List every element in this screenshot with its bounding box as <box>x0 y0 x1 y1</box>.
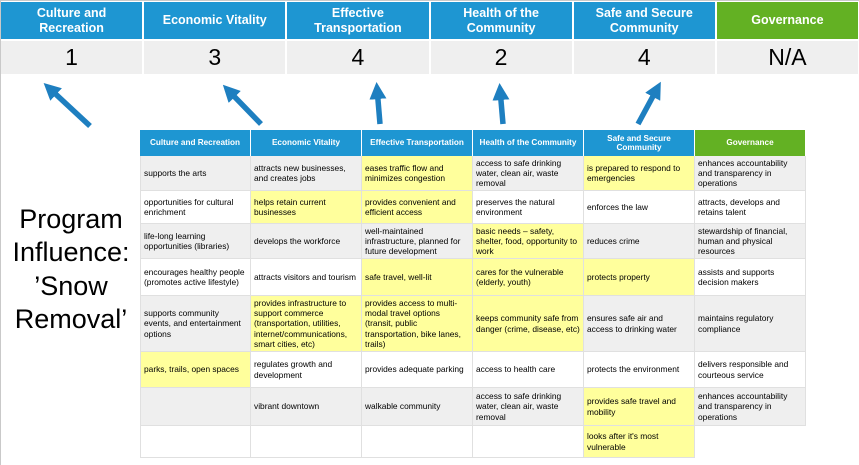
matrix-cell-enforces-the-law: enforces the law <box>584 191 695 224</box>
matrix-cell-provides-safe-travel-and-mobil: provides safe travel and mobility <box>584 388 695 426</box>
matrix-cell-looks-after-it-s-most-vulnerab: looks after it's most vulnerable <box>584 426 695 458</box>
matrix-cell-provides-adequate-parking: provides adequate parking <box>362 352 473 388</box>
table-header-safe-and-secure-community: Safe and Secure Community <box>584 130 695 156</box>
summary-score-health-of-the-community: 2 <box>430 41 572 74</box>
matrix-cell-opportunities-for-cultural-enr: opportunities for cultural enrichment <box>140 191 251 224</box>
table-header-economic-vitality: Economic Vitality <box>251 130 362 156</box>
matrix-cell-safe-travel-well-lit: safe travel, well-lit <box>362 259 473 296</box>
table-header-effective-transportation: Effective Transportation <box>362 130 473 156</box>
matrix-cell-keeps-community-safe-from-dang: keeps community safe from danger (crime,… <box>473 296 584 352</box>
table-header-governance: Governance <box>695 130 806 156</box>
summary-header-health-of-the-community: Health of the Community <box>430 2 572 39</box>
matrix-cell-attracts-visitors-and-tourism: attracts visitors and tourism <box>251 259 362 296</box>
matrix-cell-maintains-regulatory-complianc: maintains regulatory compliance <box>695 296 806 352</box>
summary-header-row: Culture and Recreation Economic Vitality E… <box>1 2 858 39</box>
summary-header-economic-vitality: Economic Vitality <box>144 2 286 39</box>
table-header-culture-and-recreation: Culture and Recreation <box>140 130 251 156</box>
matrix-cell-vibrant-downtown: vibrant downtown <box>251 388 362 426</box>
priorities-table: Culture and Recreation Economic Vitality E… <box>140 130 806 458</box>
title-line-4: Removal’ <box>14 304 128 335</box>
summary-score-safe-and-secure-community: 4 <box>573 41 715 74</box>
title-line-3: ’Snow <box>34 270 108 301</box>
title-line-1: Program <box>19 204 123 234</box>
summary-header-safe-and-secure-community: Safe and Secure Community <box>573 2 715 39</box>
summary-score-effective-transportation: 4 <box>287 41 429 74</box>
matrix-cell-preserves-the-natural-environm: preserves the natural environment <box>473 191 584 224</box>
matrix-cell-regulates-growth-and-developme: regulates growth and development <box>251 352 362 388</box>
up-arrow-health-icon <box>492 83 510 125</box>
summary-score-row: 1 3 4 2 4 N/A <box>1 41 858 74</box>
summary-score-economic-vitality: 3 <box>144 41 286 74</box>
summary-score-governance: N/A <box>716 41 858 74</box>
matrix-cell-life-long-learning-opportuniti: life-long learning opportunities (librar… <box>140 224 251 259</box>
summary-header-governance: Governance <box>716 2 858 39</box>
matrix-cell-access-to-safe-drinking-water-: access to safe drinking water, clean air… <box>473 388 584 426</box>
matrix-cell-assists-and-supports-decision-: assists and supports decision makers <box>695 259 806 296</box>
matrix-cell-develops-the-workforce: develops the workforce <box>251 224 362 259</box>
matrix-cell-attracts-new-businesses-and-cr: attracts new businesses, and creates job… <box>251 156 362 191</box>
up-arrow-transportation-icon <box>369 82 387 125</box>
matrix-cell-well-maintained-infrastructure: well-maintained infrastructure, planned … <box>362 224 473 259</box>
matrix-cell-stewardship-of-financial-human: stewardship of financial, human and phys… <box>695 224 806 259</box>
matrix-cell-attracts-develops-and-retains-: attracts, develops and retains talent <box>695 191 806 224</box>
influence-arrows <box>43 81 661 129</box>
matrix-cell-empty <box>362 426 473 458</box>
matrix-cell-access-to-safe-drinking-water-: access to safe drinking water, clean air… <box>473 156 584 191</box>
program-influence-title: Program Influence: ’Snow Removal’ <box>0 203 142 337</box>
matrix-cell-basic-needs-safety-shelter-foo: basic needs – safety, shelter, food, opp… <box>473 224 584 259</box>
summary-header-culture-and-recreation: Culture and Recreation <box>1 2 143 39</box>
title-line-2: Influence: <box>12 237 130 268</box>
matrix-cell-supports-the-arts: supports the arts <box>140 156 251 191</box>
matrix-cell-empty <box>140 426 251 458</box>
matrix-cell-provides-convenient-and-effici: provides convenient and efficient access <box>362 191 473 224</box>
summary-header-effective-transportation: Effective Transportation <box>287 2 429 39</box>
matrix-cell-walkable-community: walkable community <box>362 388 473 426</box>
matrix-cell-supports-community-events-and-: supports community events, and entertain… <box>140 296 251 352</box>
matrix-cell-cares-for-the-vulnerable-elder: cares for the vulnerable (elderly, youth… <box>473 259 584 296</box>
matrix-cell-ensures-safe-air-and-access-to: ensures safe air and access to drinking … <box>584 296 695 352</box>
summary-score-culture-and-recreation: 1 <box>1 41 143 74</box>
matrix-cell-enhances-accountability-and-tr: enhances accountability and transparency… <box>695 388 806 426</box>
matrix-cell-empty <box>473 426 584 458</box>
table-header-health-of-the-community: Health of the Community <box>473 130 584 156</box>
matrix-cell-provides-access-to-multi-modal: provides access to multi-modal travel op… <box>362 296 473 352</box>
up-arrow-economic-icon <box>222 84 263 126</box>
matrix-cell-eases-traffic-flow-and-minimiz: eases traffic flow and minimizes congest… <box>362 156 473 191</box>
matrix-cell-reduces-crime: reduces crime <box>584 224 695 259</box>
matrix-cell-enhances-accountability-and-tr: enhances accountability and transparency… <box>695 156 806 191</box>
matrix-cell-parks-trails-open-spaces: parks, trails, open spaces <box>140 352 251 388</box>
matrix-cell-protects-property: protects property <box>584 259 695 296</box>
matrix-cell-empty <box>140 388 251 426</box>
matrix-cell-empty <box>695 426 806 458</box>
matrix-cell-provides-infrastructure-to-sup: provides infrastructure to support comme… <box>251 296 362 352</box>
matrix-cell-protects-the-environment: protects the environment <box>584 352 695 388</box>
matrix-cell-encourages-healthy-people-prom: encourages healthy people (promotes acti… <box>140 259 251 296</box>
matrix-cell-helps-retain-current-businesse: helps retain current businesses <box>251 191 362 224</box>
matrix-cell-empty <box>251 426 362 458</box>
matrix-cell-access-to-health-care: access to health care <box>473 352 584 388</box>
matrix-cell-is-prepared-to-respond-to-emer: is prepared to respond to emergencies <box>584 156 695 191</box>
up-arrow-culture-icon <box>43 82 92 129</box>
matrix-cell-delivers-responsible-and-court: delivers responsible and courteous servi… <box>695 352 806 388</box>
up-arrow-safety-icon <box>635 81 661 126</box>
